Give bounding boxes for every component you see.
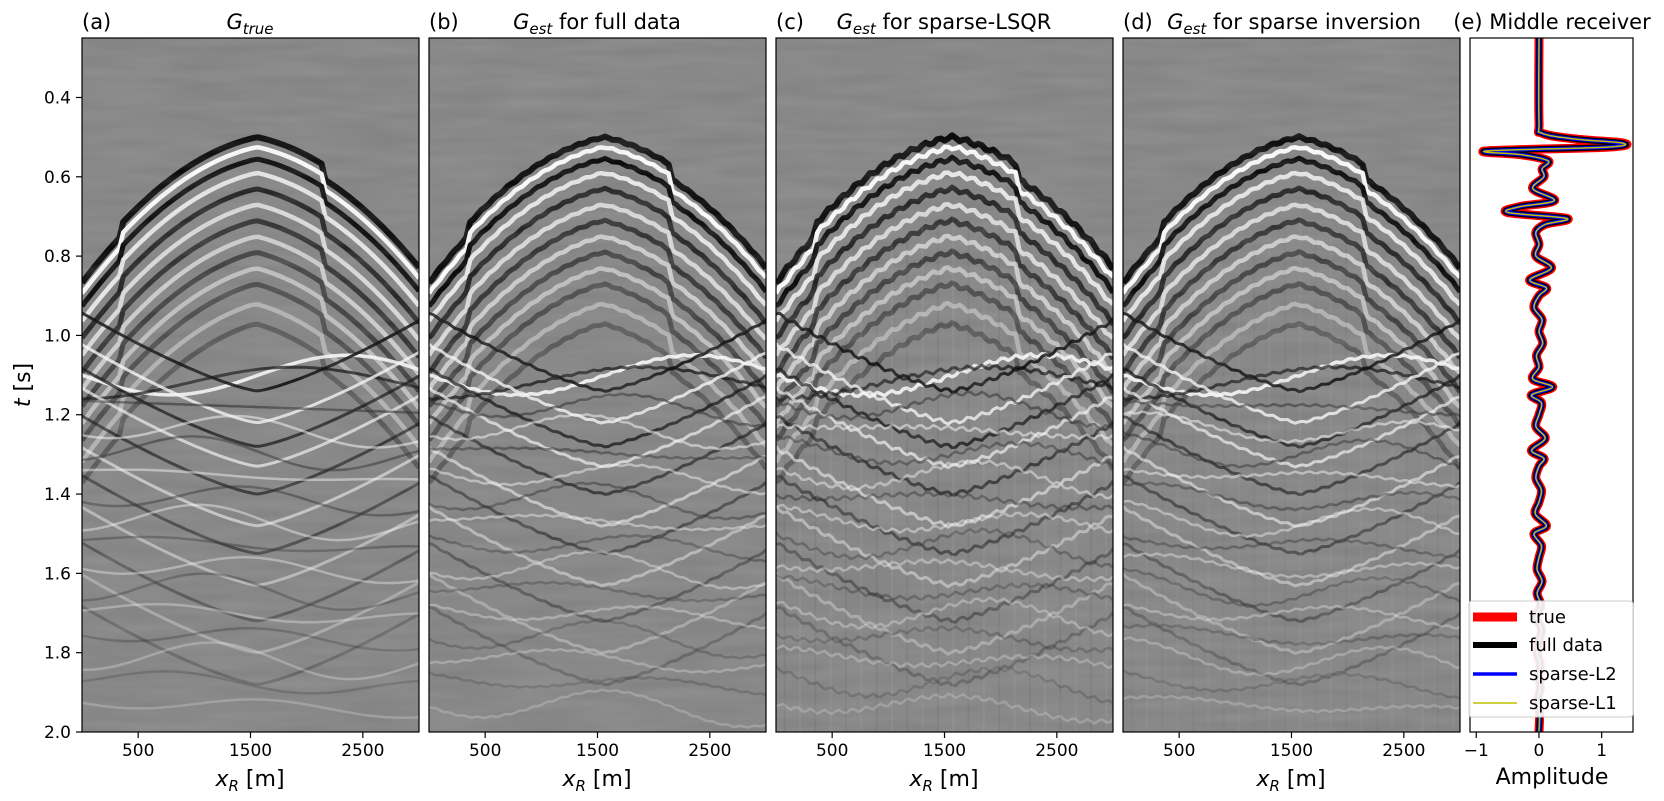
panel-c-x-tick-label-1500: 1500	[923, 741, 966, 761]
panel-a-y-axis-label: t [s]	[11, 363, 36, 407]
panel-e-x-tick-label-1: 1	[1596, 741, 1607, 761]
panel-e-title: (e) Middle receiver	[1453, 10, 1651, 34]
panel-b-letter: (b)	[429, 10, 459, 34]
panel-a-y-tick-label-1.2: 1.2	[44, 406, 71, 426]
panel-d-x-tick-label-500: 500	[1163, 741, 1195, 761]
legend-label-sparse-l1: sparse-L1	[1529, 693, 1617, 714]
panel-e-x-ticks: −1 0 1	[1464, 732, 1607, 761]
panel-b-x-tick-label-500: 500	[469, 741, 501, 761]
panel-a-x-tick-label-2500: 2500	[341, 741, 384, 761]
panel-d-x-axis-label: xR [m]	[1255, 767, 1325, 795]
panel-a-true-green: (a) Gtrue 500 1500 2500 xR [m] 0.4 0.6 0.8 1.…	[11, 10, 420, 795]
panel-b-x-tick-label-2500: 2500	[688, 741, 731, 761]
panel-c-x-tick-label-500: 500	[816, 741, 848, 761]
panel-c-x-ticks: 500 1500 2500	[816, 732, 1078, 761]
panel-b-x-ticks: 500 1500 2500	[469, 732, 731, 761]
panel-d-x-tick-label-1500: 1500	[1270, 741, 1313, 761]
legend-label-full-data: full data	[1529, 635, 1603, 656]
legend-frame	[1468, 600, 1634, 718]
panel-b-image	[429, 38, 766, 732]
panel-c-image	[776, 38, 1113, 732]
panel-a-x-ticks: 500 1500 2500	[122, 732, 384, 761]
panel-c-sparse-lsqr: (c) Gest for sparse-LSQR 500 1500 2500 xR …	[775, 10, 1114, 795]
panel-d-sparse-inversion: (d) Gest for sparse inversion 500 1500 250…	[1122, 10, 1461, 795]
panel-e-x-tick-label--1: −1	[1464, 741, 1489, 761]
panel-b-title: Gest for full data	[513, 10, 681, 38]
legend-item-sparse-l1: sparse-L1	[1473, 693, 1617, 714]
panel-d-x-ticks: 500 1500 2500	[1163, 732, 1425, 761]
panel-b-x-axis-label: xR [m]	[561, 767, 631, 795]
legend-item-full-data: full data	[1473, 635, 1603, 656]
panel-a-y-tick-label-1.0: 1.0	[44, 326, 71, 346]
panel-c-x-axis-label: xR [m]	[908, 767, 978, 795]
panel-a-y-tick-label-0.4: 0.4	[44, 88, 71, 108]
panel-a-x-tick-label-1500: 1500	[229, 741, 272, 761]
panel-a-y-tick-label-0.8: 0.8	[44, 247, 71, 267]
panel-a-x-axis-label: xR [m]	[214, 767, 284, 795]
panel-d-letter: (d)	[1123, 10, 1153, 34]
legend-item-sparse-l2: sparse-L2	[1473, 664, 1617, 685]
legend-label-true: true	[1529, 607, 1566, 628]
panel-a-y-tick-label-2.0: 2.0	[44, 723, 71, 743]
panel-e-x-tick-label-0: 0	[1534, 741, 1545, 761]
panel-a-letter: (a)	[82, 10, 111, 34]
panel-a-y-ticks: 0.4 0.6 0.8 1.0 1.2 1.4 1.6 1.8 2.0	[44, 88, 82, 743]
panel-d-title: Gest for sparse inversion	[1167, 10, 1421, 38]
panel-e-x-axis-label: Amplitude	[1496, 765, 1609, 790]
panel-a-image	[82, 38, 419, 732]
panel-b-x-tick-label-1500: 1500	[576, 741, 619, 761]
panel-b-full-data: (b) Gest for full data 500 1500 2500 xR [m…	[428, 10, 767, 795]
panel-a-y-tick-label-0.6: 0.6	[44, 168, 71, 188]
panel-a-title: Gtrue	[226, 10, 273, 38]
panel-a-x-tick-label-500: 500	[122, 741, 154, 761]
panel-c-x-tick-label-2500: 2500	[1035, 741, 1078, 761]
panel-d-x-tick-label-2500: 2500	[1382, 741, 1425, 761]
legend-item-true: true	[1473, 607, 1566, 628]
panel-e-middle-receiver: (e) Middle receiver −1 0 1 Amplitude true …	[1453, 10, 1651, 790]
panel-c-letter: (c)	[776, 10, 804, 34]
panel-c-title: Gest for sparse-LSQR	[837, 10, 1052, 38]
panel-a-y-tick-label-1.8: 1.8	[44, 644, 71, 664]
panel-d-image	[1123, 38, 1460, 732]
panel-a-y-tick-label-1.4: 1.4	[44, 485, 71, 505]
panel-e-frame	[1469, 37, 1634, 733]
legend-label-sparse-l2: sparse-L2	[1529, 664, 1617, 685]
panel-a-y-tick-label-1.6: 1.6	[44, 564, 71, 584]
panel-e-legend: true full data sparse-L2 sparse-L1	[1468, 600, 1634, 718]
